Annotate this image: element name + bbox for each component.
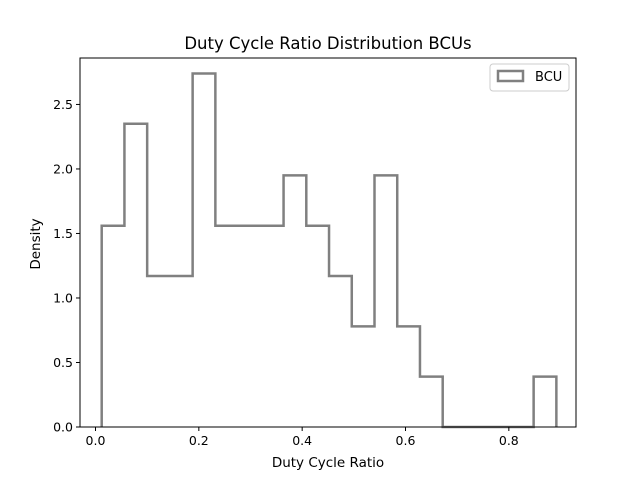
plot-area: 0.0 0.2 0.4 0.6 0.8 0.0 0.5 1.0 1.5 2.0 2.5 [53,57,577,448]
y-tick-label: 0.0 [53,420,73,435]
x-tick-label: 0.2 [189,433,209,448]
x-tick-label: 0.6 [396,433,416,448]
y-tick-label: 0.5 [53,355,73,370]
x-tick-label: 0.0 [86,433,106,448]
x-axis-label: Duty Cycle Ratio [272,455,384,471]
x-tick-label: 0.4 [292,433,312,448]
y-axis-label: Density [28,218,44,269]
axes-frame [79,57,577,428]
y-tick-label: 1.5 [53,226,73,241]
y-tick-label: 2.0 [53,161,73,176]
legend: BCU [489,63,570,92]
y-tick-label: 2.5 [53,97,73,112]
chart-title: Duty Cycle Ratio Distribution BCUs [184,34,471,53]
legend-swatch-bcu [496,69,525,83]
y-tick-label: 1.0 [53,290,73,305]
legend-label-bcu: BCU [535,70,562,85]
x-tick-label: 0.8 [499,433,519,448]
